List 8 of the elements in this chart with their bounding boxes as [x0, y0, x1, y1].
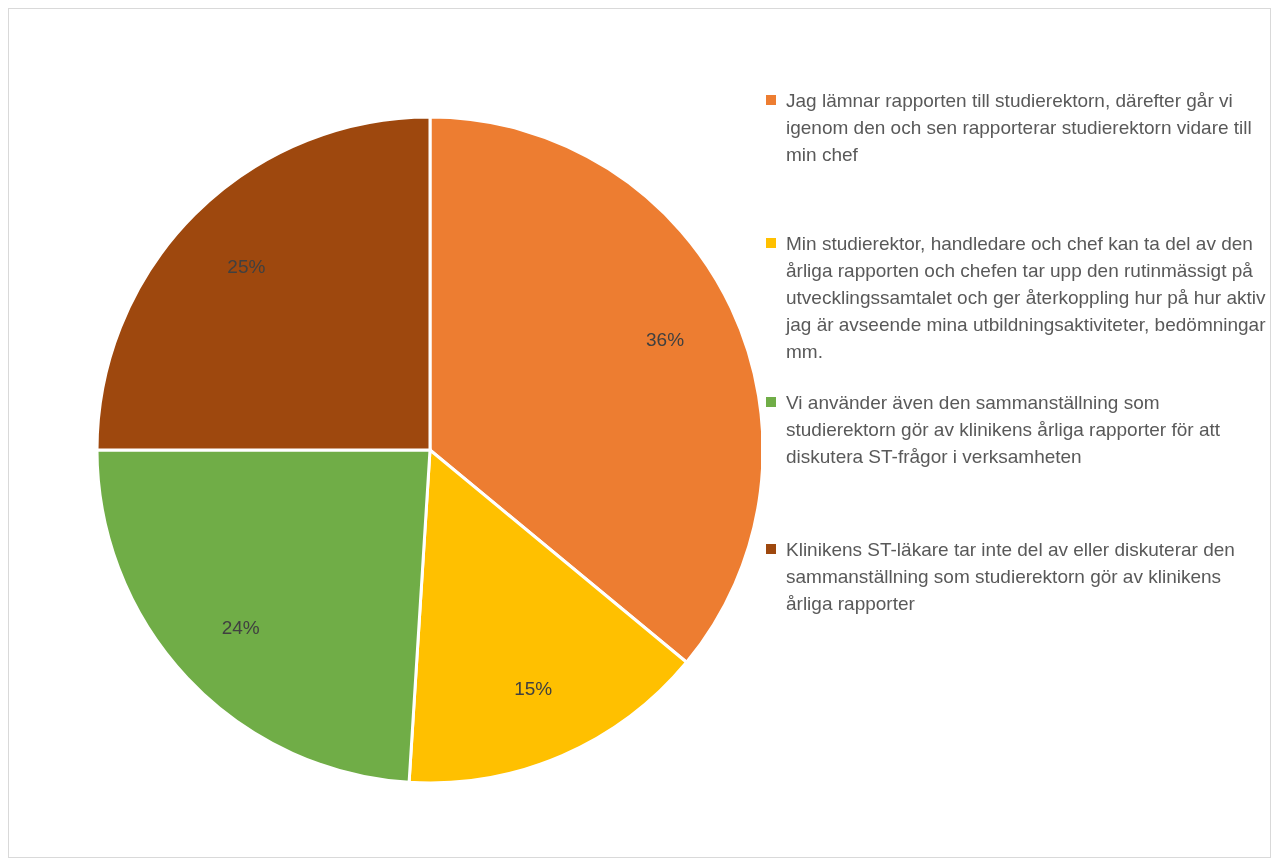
data-label: 15%	[514, 677, 553, 699]
legend-label: Klinikens ST-läkare tar inte del av eller diskuterar den sammanställning som studierektorn gör av klinikens årliga rapporter	[786, 538, 1236, 616]
data-label: 25%	[227, 255, 266, 277]
legend-label: Min studierektor, handledare och chef kan ta del av den årliga rapporten och chefen tar upp den rutinmässigt på utvecklingssamtalet och ger återkoppling hur på hur aktiv jag är avseende mina utbildningsaktiviteter, bedömningar mm.	[786, 232, 1266, 364]
data-label: 24%	[221, 617, 260, 639]
legend-label: Vi använder även den sammanställning som studierektorn gör av klinikens årliga rapporter för att diskutera ST-frågor i verksamheten	[786, 391, 1222, 469]
legend-label: Jag lämnar rapporten till studierektorn, därefter går vi igenom den och sen rapporterar studierektorn vidare till min chef	[786, 89, 1253, 167]
data-label: 36%	[646, 328, 685, 350]
